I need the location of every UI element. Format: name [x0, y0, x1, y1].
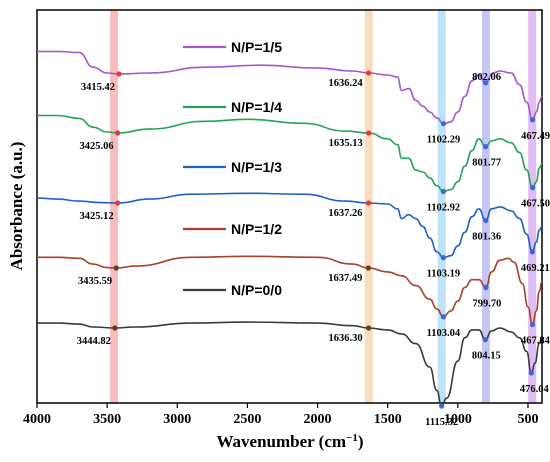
peak-annotation: 476.04 [520, 384, 550, 395]
peak-annotation: 3435.59 [78, 276, 112, 287]
legend-label: N/P=1/5 [231, 39, 282, 55]
x-tick-label: 4000 [23, 412, 51, 427]
peak-annotation: 3425.12 [80, 211, 114, 222]
peak-marker [365, 325, 372, 331]
peak-annotation: 1103.19 [427, 269, 461, 280]
peak-marker [365, 70, 372, 76]
peak-marker [366, 130, 372, 136]
peak-marker [115, 130, 121, 136]
peak-annotation: 467.49 [521, 131, 550, 142]
y-axis-title: Absorbance (a.u.) [7, 142, 26, 271]
x-tick-label: 1000 [444, 412, 472, 427]
highlight-band-800 [481, 10, 490, 403]
peak-annotation: 467.84 [521, 336, 550, 347]
x-axis-title: Wavenumber (cm−1) [217, 432, 364, 451]
peak-annotation: 1103.04 [427, 328, 461, 339]
peak-marker [529, 185, 536, 191]
peak-marker [529, 249, 535, 255]
x-tick-label: 3000 [163, 412, 191, 427]
peak-marker [112, 325, 118, 331]
peak-annotation: 1115.32 [425, 417, 458, 428]
peak-markers [112, 70, 536, 409]
peak-marker [482, 337, 488, 343]
highlight-bands [110, 10, 537, 403]
highlight-band-1115 [437, 10, 446, 403]
peak-marker [440, 255, 446, 261]
peak-marker [365, 200, 372, 206]
series-line-5 [37, 321, 543, 407]
legend-label: N/P=1/4 [231, 99, 282, 115]
x-tick-label: 2500 [233, 412, 261, 427]
series-lines [36, 50, 543, 407]
plot-frame [36, 9, 543, 404]
highlight-band-3450 [110, 10, 119, 403]
series-line-1 [37, 50, 543, 125]
peak-annotation: 1636.24 [328, 78, 363, 89]
x-tick-label: 500 [517, 412, 538, 427]
peak-annotation: 799.70 [472, 299, 501, 310]
peak-marker [483, 217, 489, 224]
peak-annotation: 3425.06 [80, 141, 114, 152]
x-tick-label: 3500 [93, 412, 121, 427]
peak-annotation: 1102.29 [427, 135, 461, 146]
highlight-band-470 [528, 10, 537, 403]
peak-annotation: 801.77 [472, 158, 501, 169]
peak-annotation: 3415.42 [81, 82, 115, 93]
peak-annotation: 804.15 [472, 351, 501, 362]
x-tick-label: 1500 [374, 412, 402, 427]
series-line-2 [37, 114, 543, 193]
peak-marker [529, 321, 536, 328]
peak-marker [483, 144, 489, 150]
peak-marker [529, 117, 536, 123]
highlight-band-1636 [364, 10, 373, 403]
peak-annotation: 801.36 [472, 232, 501, 243]
series-line-3 [36, 192, 543, 259]
x-axis-ticks: 4000 3500 3000 2500 2000 1500 1000 500 [23, 403, 538, 427]
peak-marker [528, 370, 534, 376]
peak-marker [440, 121, 447, 127]
series-line-4 [37, 255, 543, 326]
peak-marker [440, 188, 446, 195]
peak-annotation: 1637.49 [328, 273, 362, 284]
peak-marker [482, 80, 489, 86]
peak-annotation: 1637.26 [328, 208, 362, 219]
peak-annotation: 469.21 [521, 263, 550, 274]
peak-marker [113, 265, 119, 271]
peak-annotation: 467.50 [521, 199, 550, 210]
x-tick-label: 2000 [304, 412, 332, 427]
peak-annotation: 3444.82 [77, 336, 111, 347]
peak-annotation: 1635.13 [329, 138, 363, 149]
peak-annotation: 1636.30 [328, 333, 362, 344]
peak-marker [440, 314, 446, 320]
legend-label: N/P=1/3 [231, 159, 282, 175]
peak-marker [483, 284, 489, 291]
legend-label: N/P=1/2 [231, 221, 282, 237]
peak-annotations: 3415.42 1636.24 1102.29 802.06 467.49 3425.06… [77, 72, 550, 428]
peak-annotation: 1102.92 [427, 203, 461, 214]
peak-marker [439, 403, 445, 409]
peak-marker [116, 71, 122, 77]
peak-marker [365, 265, 372, 271]
legend-label: N/P=0/0 [231, 282, 282, 298]
peak-marker [115, 200, 121, 206]
legend: N/P=1/5 N/P=1/4 N/P=1/3 N/P=1/2 N/P=0/0 [183, 39, 282, 298]
peak-annotation: 802.06 [472, 72, 501, 83]
